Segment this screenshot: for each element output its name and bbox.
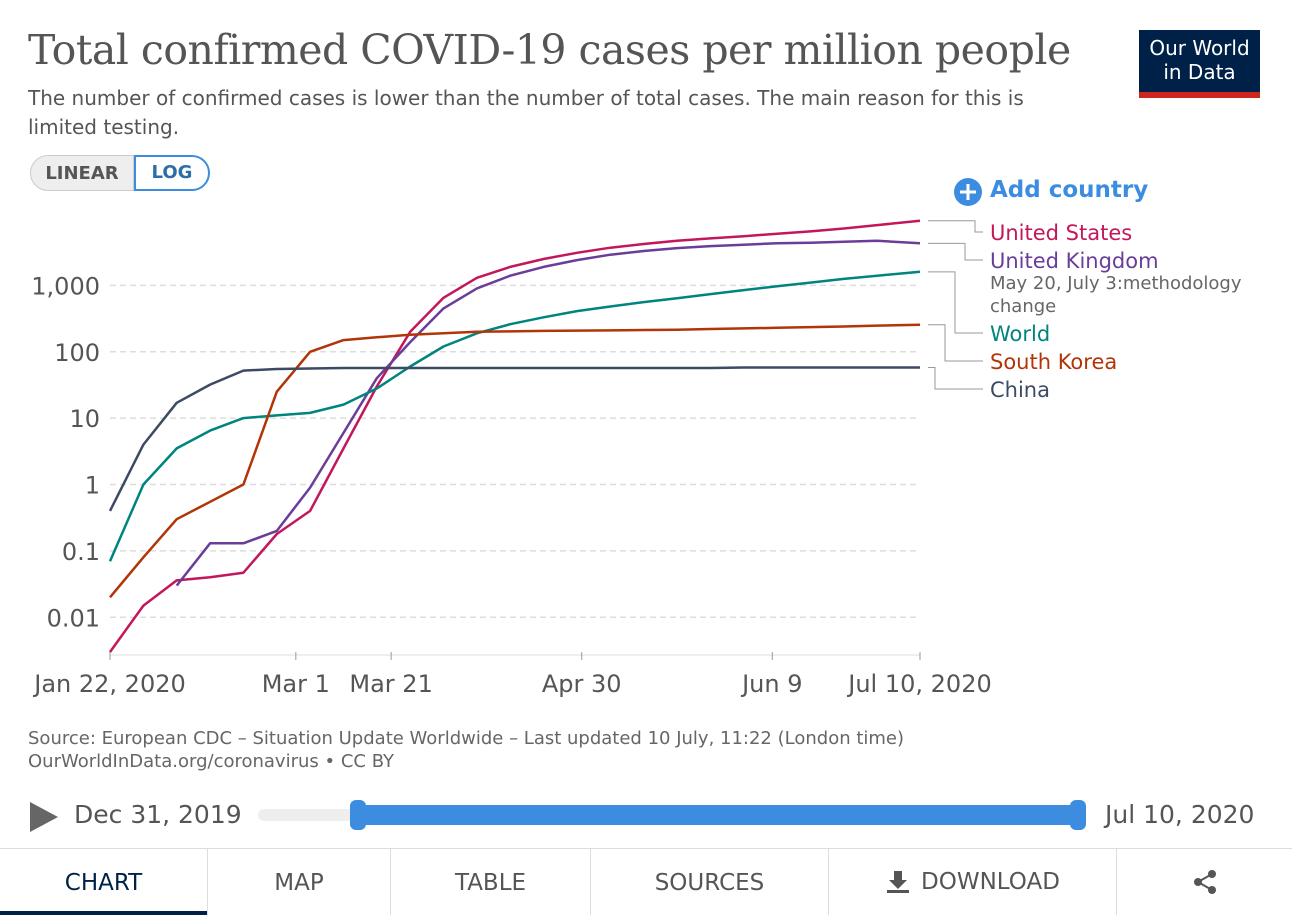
- share-icon: [1193, 870, 1216, 894]
- timeline-end: Jul 10, 2020: [1105, 800, 1255, 829]
- series-line: [108, 366, 920, 512]
- y-tick-label: 0.01: [47, 604, 100, 632]
- legend-label: World: [990, 322, 1050, 346]
- chart: 0.01 0.1 1 10 100 1,000 Jan 22, 2020 Mar 1 Mar 2…: [31, 219, 1159, 698]
- tab[interactable]: DOWNLOAD: [829, 849, 1117, 915]
- legend-label: United States: [990, 221, 1132, 245]
- add-icon[interactable]: [953, 177, 983, 207]
- legend-connector: [928, 324, 983, 362]
- legend-connector: [928, 366, 983, 390]
- tab[interactable]: CHART: [0, 849, 207, 915]
- legend-label: United Kingdom: [990, 249, 1159, 273]
- legend-label: South Korea: [990, 350, 1117, 374]
- y-tick-label: 1,000: [31, 272, 100, 300]
- y-tick-label: 1: [85, 472, 100, 500]
- chart-title: Total confirmed COVID-19 cases per milli…: [28, 26, 1071, 74]
- x-tick-label: Jan 22, 2020: [32, 670, 186, 698]
- tab-bar: CHART MAP TABLE SOURCES DOWNLOAD: [0, 848, 1292, 915]
- license: OurWorldInData.org/coronavirus • CC BY: [28, 751, 395, 772]
- x-tick-label: Apr 30: [542, 670, 622, 698]
- tab-label: DOWNLOAD: [921, 869, 1060, 895]
- share-tab[interactable]: [1117, 849, 1292, 915]
- y-tick-label: 0.1: [62, 538, 100, 566]
- y-tick-label: 10: [69, 405, 100, 433]
- add-country[interactable]: Add country: [990, 177, 1149, 203]
- series-line: [109, 323, 921, 599]
- legend-connector: [928, 242, 983, 261]
- timeline-slider[interactable]: [250, 798, 1095, 834]
- scale-button[interactable]: LINEAR: [30, 155, 134, 191]
- tab[interactable]: TABLE: [391, 849, 591, 915]
- legend-connector: [928, 271, 983, 334]
- x-tick-label: Jul 10, 2020: [846, 670, 991, 698]
- logo-line: in Data: [1163, 60, 1236, 84]
- x-tick-label: Mar 1: [262, 670, 330, 698]
- scale-button[interactable]: LOG: [134, 155, 210, 191]
- logo[interactable]: Our World in Data: [1139, 30, 1260, 98]
- tab[interactable]: MAP: [207, 849, 391, 915]
- chart-subtitle: The number of confirmed cases is lower t…: [28, 86, 1024, 139]
- legend-label: China: [990, 378, 1050, 402]
- legend-connector: [928, 220, 983, 233]
- series-line: [175, 239, 921, 587]
- series-line: [108, 219, 921, 653]
- download-icon: [887, 871, 910, 893]
- play-button[interactable]: [28, 800, 60, 834]
- timeline-start: Dec 31, 2019: [74, 800, 242, 829]
- source: Source: European CDC – Situation Update …: [28, 728, 905, 749]
- series-line: [108, 270, 921, 562]
- tab[interactable]: SOURCES: [591, 849, 829, 915]
- x-tick-label: Jun 9: [740, 670, 802, 698]
- annotation: May 20, July 3:methodology change: [990, 273, 1242, 317]
- x-tick-label: Mar 21: [349, 670, 432, 698]
- logo-line: Our World: [1149, 36, 1250, 60]
- y-tick-label: 100: [54, 339, 100, 367]
